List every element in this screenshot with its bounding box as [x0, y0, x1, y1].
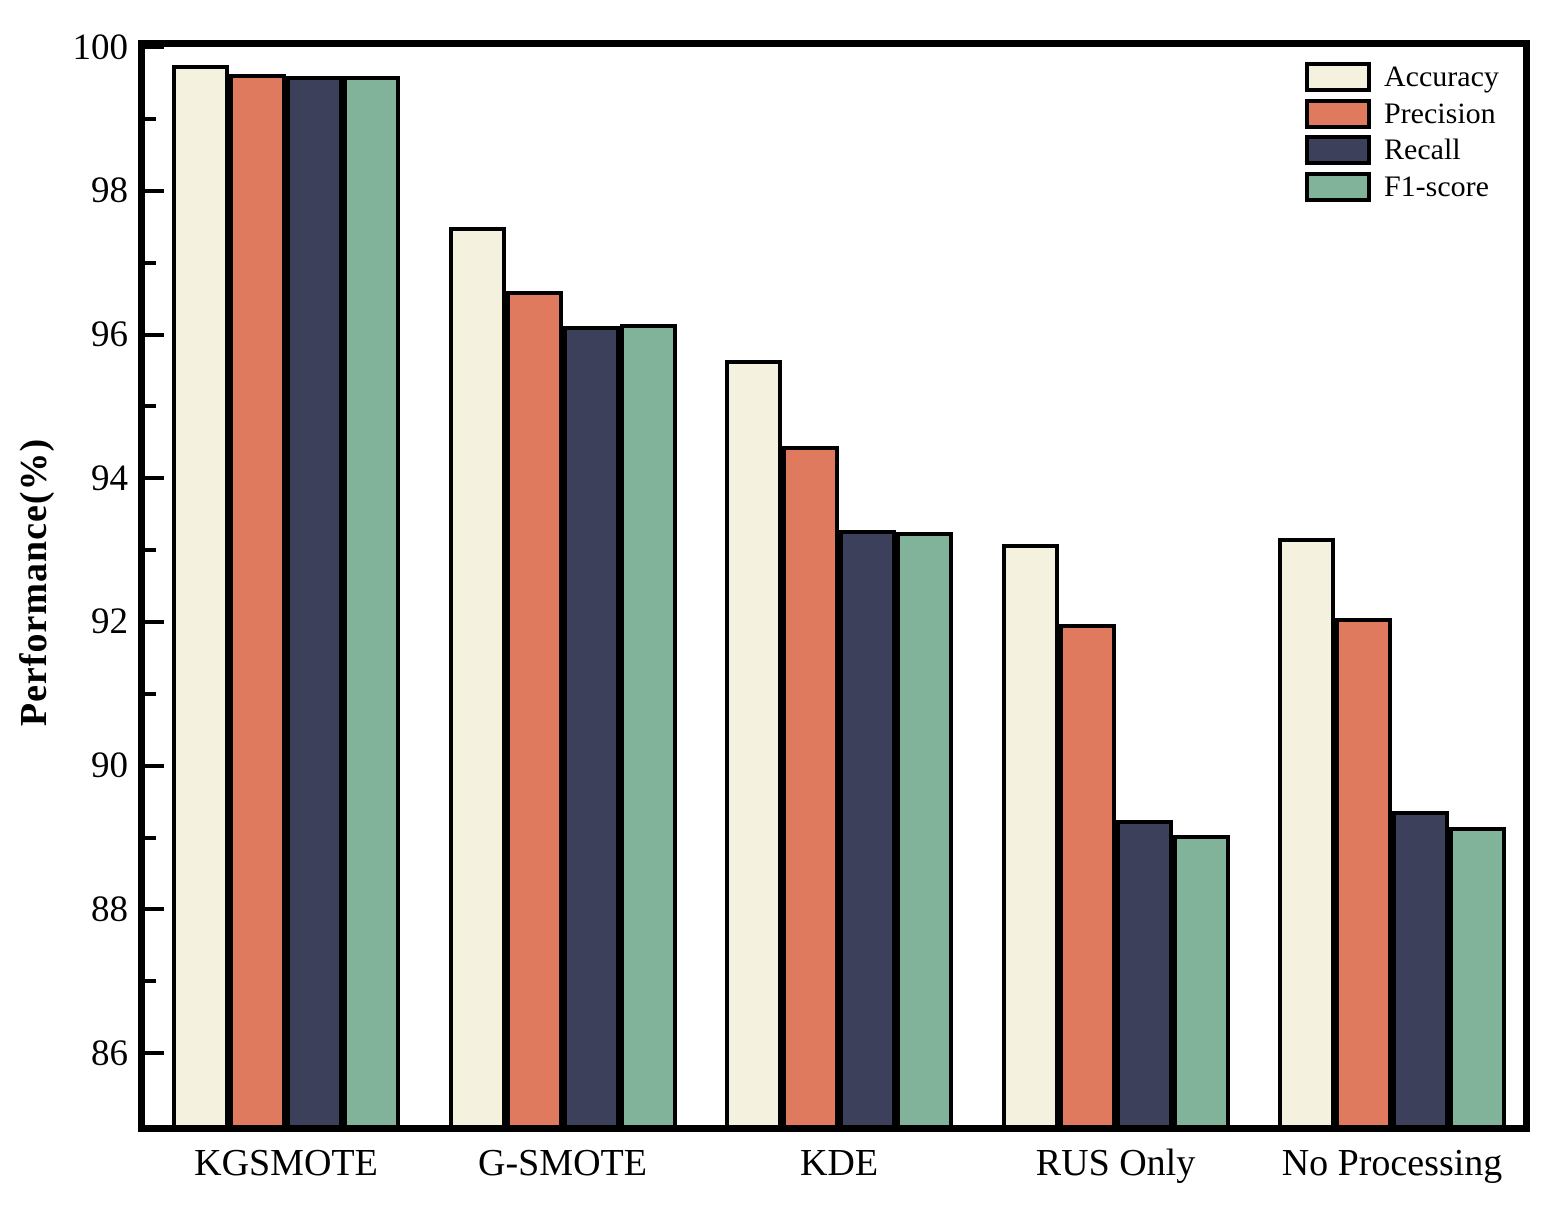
x-tick-label: G-SMOTE	[478, 1142, 647, 1184]
legend-swatch-recall	[1305, 135, 1371, 165]
bar-accuracy-rus-only	[1001, 544, 1059, 1125]
bar-recall-rus-only	[1115, 819, 1173, 1125]
bar-recall-kde	[839, 529, 896, 1125]
y-minor-tick	[145, 691, 156, 696]
y-tick-label: 90	[91, 745, 128, 787]
legend-swatch-f1-score	[1305, 171, 1371, 202]
y-minor-tick	[145, 404, 156, 409]
bar-f1-score-kde	[896, 532, 953, 1125]
y-tick-label: 88	[91, 888, 128, 930]
y-major-tick	[145, 45, 164, 49]
y-major-tick	[145, 1051, 164, 1056]
y-major-tick	[145, 476, 164, 481]
bar-f1-score-rus-only	[1172, 835, 1230, 1125]
plot-area: Accuracy Precision Recall F1-score	[138, 40, 1530, 1132]
bar-recall-g-smote	[562, 325, 620, 1125]
y-tick-label: 94	[91, 457, 128, 499]
y-tick-label: 86	[91, 1032, 128, 1074]
legend-label: Accuracy	[1384, 60, 1499, 93]
bar-precision-no-processing	[1335, 618, 1392, 1125]
bar-recall-kgsmote	[286, 75, 343, 1125]
y-major-tick	[145, 188, 164, 193]
legend-swatch-accuracy	[1305, 62, 1371, 92]
y-tick-label: 92	[91, 601, 128, 643]
x-tick-label: No Processing	[1281, 1142, 1503, 1184]
bar-f1-score-no-processing	[1449, 826, 1506, 1125]
y-tick-label: 98	[91, 170, 128, 212]
y-minor-tick	[145, 979, 156, 984]
x-tick-label: KDE	[799, 1142, 879, 1184]
bar-accuracy-no-processing	[1278, 537, 1335, 1125]
y-minor-tick	[145, 835, 156, 840]
bar-accuracy-g-smote	[448, 226, 506, 1125]
y-major-tick	[145, 619, 164, 624]
y-major-tick	[145, 907, 164, 912]
bar-accuracy-kde	[725, 359, 782, 1125]
legend-label: F1-score	[1384, 169, 1489, 203]
legend-item-precision: Precision	[1305, 98, 1496, 130]
bar-recall-no-processing	[1392, 810, 1449, 1125]
bar-precision-kde	[782, 445, 839, 1125]
legend-label: Precision	[1384, 96, 1496, 130]
y-minor-tick	[145, 116, 156, 121]
bar-precision-rus-only	[1058, 624, 1116, 1125]
bar-precision-g-smote	[505, 291, 563, 1125]
legend-swatch-precision	[1305, 98, 1371, 129]
legend-item-f1-score: F1-score	[1305, 171, 1489, 203]
bar-f1-score-g-smote	[619, 323, 677, 1125]
y-minor-tick	[145, 548, 156, 553]
y-major-tick	[145, 763, 164, 768]
y-minor-tick	[145, 260, 156, 265]
legend-item-recall: Recall	[1305, 134, 1461, 166]
x-tick-label: RUS Only	[1035, 1142, 1196, 1184]
legend-item-accuracy: Accuracy	[1305, 61, 1499, 93]
y-major-tick	[145, 332, 164, 337]
bar-accuracy-kgsmote	[172, 65, 229, 1125]
y-tick-label: 96	[91, 314, 128, 355]
x-tick-label: KGSMOTE	[194, 1142, 378, 1184]
y-tick-label: 100	[72, 26, 129, 68]
legend-label: Recall	[1384, 133, 1461, 166]
bar-precision-kgsmote	[229, 74, 286, 1125]
bar-f1-score-kgsmote	[343, 75, 400, 1125]
